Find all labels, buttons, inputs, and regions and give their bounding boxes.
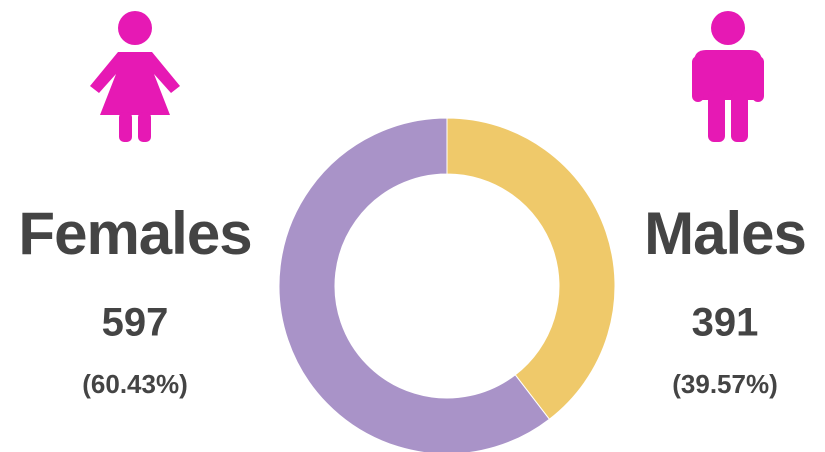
value-label: 391 [692, 301, 759, 345]
value-label: 597 [102, 301, 169, 345]
donut-segment [446, 117, 616, 420]
category-label: Males [644, 200, 806, 267]
percentage-label: (39.57%) [672, 369, 778, 399]
donut-segment [278, 117, 551, 452]
female-icon [90, 11, 180, 142]
percentage-label: (60.43%) [82, 369, 188, 399]
category-label: Females [18, 200, 251, 267]
male-icon [692, 11, 764, 142]
